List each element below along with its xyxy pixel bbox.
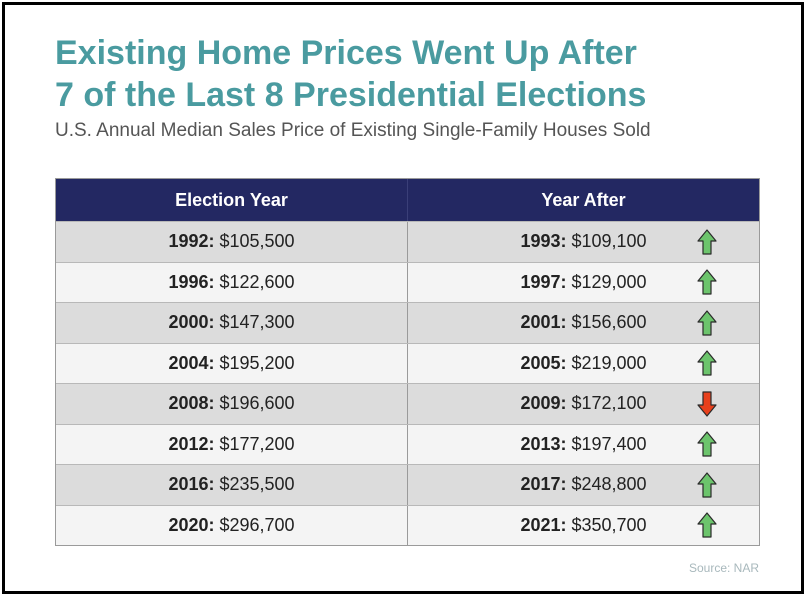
election-year-cell: 2004: $195,200 — [56, 344, 407, 384]
election-year-label: 2016: — [168, 474, 215, 495]
election-year-cell: 2020: $296,700 — [56, 506, 407, 546]
title-line-1: Existing Home Prices Went Up After — [55, 34, 637, 72]
election-price-value: $195,200 — [219, 352, 295, 373]
year-after-label: 2021: — [520, 514, 567, 535]
table-row: 2008: $196,600 2009: $172,100 — [56, 383, 759, 424]
election-price-value: $235,500 — [219, 474, 295, 495]
year-after-label: 2013: — [520, 433, 567, 454]
election-price-value: $296,700 — [219, 514, 295, 535]
election-year-label: 2000: — [168, 312, 215, 333]
source-note: Source: NAR — [688, 561, 759, 575]
table-row: 1992: $105,500 1993: $109,100 — [56, 221, 759, 262]
year-after-label: 2001: — [520, 312, 567, 333]
election-year-cell: 1996: $122,600 — [56, 263, 407, 303]
table-header: Election Year Year After — [56, 179, 759, 221]
election-year-cell: 2012: $177,200 — [56, 425, 407, 465]
election-year-cell: 2016: $235,500 — [56, 465, 407, 505]
arrow-up-icon — [697, 472, 717, 498]
election-year-cell: 1992: $105,500 — [56, 222, 407, 262]
title-line-2: 7 of the Last 8 Presidential Elections — [55, 76, 647, 114]
price-table: Election Year Year After 1992: $105,500 19… — [55, 178, 760, 546]
year-after-label: 1993: — [520, 231, 567, 252]
arrow-down-icon — [697, 391, 717, 417]
year-after-cell: 1993: $109,100 — [407, 222, 759, 262]
year-after-label: 1997: — [520, 271, 567, 292]
table-row: 1996: $122,600 1997: $129,000 — [56, 261, 759, 303]
table-body: 1992: $105,500 1993: $109,100 1996: $122,600 1… — [56, 221, 759, 545]
year-after-label: 2017: — [520, 474, 567, 495]
election-year-label: 2012: — [168, 433, 215, 454]
year-after-price-value: $109,100 — [571, 231, 647, 252]
year-after-cell: 2001: $156,600 — [407, 303, 759, 343]
election-year-label: 1992: — [168, 231, 215, 252]
election-year-label: 1996: — [168, 271, 215, 292]
arrow-up-icon — [697, 269, 717, 295]
election-year-cell: 2000: $147,300 — [56, 303, 407, 343]
year-after-label: 2005: — [520, 352, 567, 373]
table-row: 2004: $195,200 2005: $219,000 — [56, 342, 759, 384]
year-after-cell: 2021: $350,700 — [407, 505, 759, 545]
arrow-up-icon — [697, 512, 717, 538]
column-header-year-after: Year After — [407, 179, 759, 221]
arrow-up-icon — [697, 229, 717, 255]
year-after-price-value: $172,100 — [571, 393, 647, 414]
table-row: 2012: $177,200 2013: $197,400 — [56, 423, 759, 465]
election-price-value: $177,200 — [219, 433, 295, 454]
year-after-price-value: $248,800 — [571, 474, 647, 495]
table-row: 2000: $147,300 2001: $156,600 — [56, 302, 759, 343]
year-after-price-value: $219,000 — [571, 352, 647, 373]
arrow-up-icon — [697, 431, 717, 457]
arrow-up-icon — [697, 350, 717, 376]
subtitle: U.S. Annual Median Sales Price of Existi… — [55, 120, 651, 141]
year-after-price-value: $197,400 — [571, 433, 647, 454]
year-after-cell: 2013: $197,400 — [407, 424, 759, 464]
year-after-price-value: $156,600 — [571, 312, 647, 333]
election-year-label: 2004: — [168, 352, 215, 373]
page-title: Existing Home Prices Went Up After 7 of … — [55, 32, 646, 116]
election-year-cell: 2008: $196,600 — [56, 384, 407, 424]
year-after-cell: 1997: $129,000 — [407, 262, 759, 302]
election-price-value: $147,300 — [219, 312, 295, 333]
election-year-label: 2020: — [168, 514, 215, 535]
year-after-price-value: $350,700 — [571, 514, 647, 535]
election-price-value: $122,600 — [219, 271, 295, 292]
election-price-value: $105,500 — [219, 231, 295, 252]
year-after-cell: 2009: $172,100 — [407, 384, 759, 424]
table-row: 2020: $296,700 2021: $350,700 — [56, 504, 759, 546]
year-after-cell: 2005: $219,000 — [407, 343, 759, 383]
year-after-price-value: $129,000 — [571, 271, 647, 292]
election-year-label: 2008: — [168, 393, 215, 414]
column-header-election-year: Election Year — [175, 189, 288, 210]
year-after-label: 2009: — [520, 393, 567, 414]
year-after-cell: 2017: $248,800 — [407, 465, 759, 505]
election-price-value: $196,600 — [219, 393, 295, 414]
arrow-up-icon — [697, 310, 717, 336]
table-row: 2016: $235,500 2017: $248,800 — [56, 464, 759, 505]
